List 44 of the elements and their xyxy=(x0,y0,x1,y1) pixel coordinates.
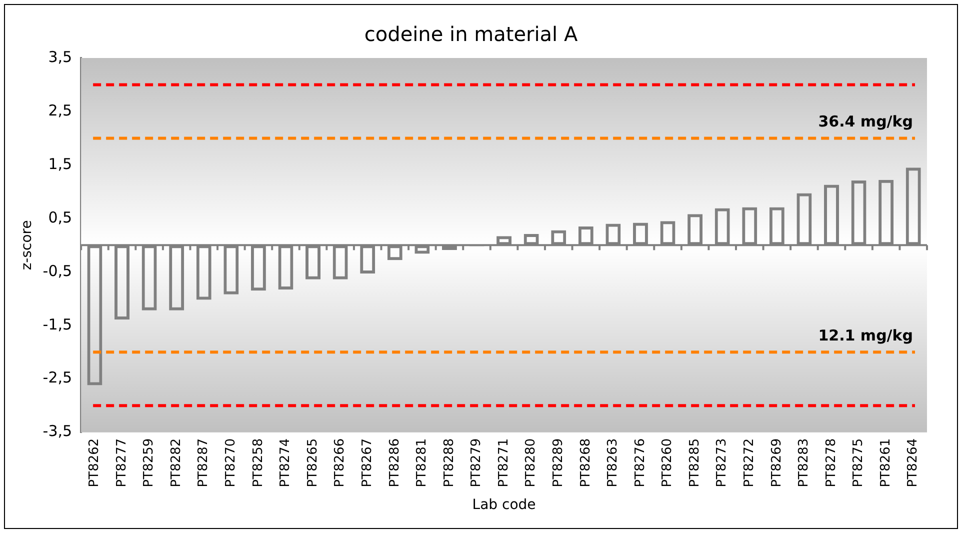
x-axis-title: Lab code xyxy=(472,497,536,514)
x-tick-label: PT8272 xyxy=(742,438,757,488)
x-tick-label: PT8281 xyxy=(414,438,430,488)
x-tick-label: PT8261 xyxy=(878,438,894,488)
x-tick-label: PT8266 xyxy=(332,438,348,488)
ref-line-label: 36.4 mg/kg xyxy=(818,112,913,131)
x-tick-label: PT8283 xyxy=(796,438,812,488)
y-tick-label: 0,5 xyxy=(48,208,72,226)
chart-title: codeine in material A xyxy=(364,22,578,46)
x-tick-label: PT8269 xyxy=(769,438,784,488)
y-tick-label: -0,5 xyxy=(42,262,72,280)
x-tick-label: PT8285 xyxy=(687,438,702,488)
x-tick-label: PT8262 xyxy=(87,438,102,488)
x-tick-label: PT8278 xyxy=(824,438,839,488)
x-tick-label: PT8264 xyxy=(906,438,921,488)
x-tick-label: PT8276 xyxy=(632,438,648,488)
x-tick-label: PT8277 xyxy=(114,438,130,488)
x-tick-label: PT8286 xyxy=(387,438,402,488)
x-tick-label: PT8279 xyxy=(469,438,484,488)
x-tick-label: PT8265 xyxy=(305,438,320,488)
x-tick-label: PT8263 xyxy=(606,438,621,488)
x-tick-label: PT8260 xyxy=(660,438,676,488)
y-tick-label: 2,5 xyxy=(48,101,72,120)
x-tick-label: PT8273 xyxy=(714,438,730,488)
x-tick-label: PT8288 xyxy=(442,438,457,488)
ref-line-label: 12.1 mg/kg xyxy=(818,326,913,345)
y-tick-label: -2,5 xyxy=(42,368,72,387)
y-axis-title: z-score xyxy=(19,220,36,270)
x-tick-label: PT8287 xyxy=(196,438,212,488)
x-tick-label: PT8259 xyxy=(142,438,157,488)
x-tick-label: PT8289 xyxy=(550,438,566,488)
x-tick-label: PT8267 xyxy=(360,438,375,488)
x-tick-label: PT8271 xyxy=(496,438,512,488)
x-tick-label: PT8275 xyxy=(851,438,866,488)
x-tick-label: PT8280 xyxy=(524,438,539,488)
y-tick-label: -1,5 xyxy=(42,315,72,334)
x-tick-label: PT8268 xyxy=(578,438,594,488)
x-tick-label: PT8274 xyxy=(278,438,294,488)
x-tick-label: PT8282 xyxy=(168,438,184,488)
x-tick-label: PT8258 xyxy=(250,438,266,488)
x-tick-label: PT8270 xyxy=(224,438,239,488)
y-tick-label: -3,5 xyxy=(42,422,72,440)
y-tick-label: 1,5 xyxy=(48,154,72,173)
y-tick-label: 3,5 xyxy=(48,48,72,66)
